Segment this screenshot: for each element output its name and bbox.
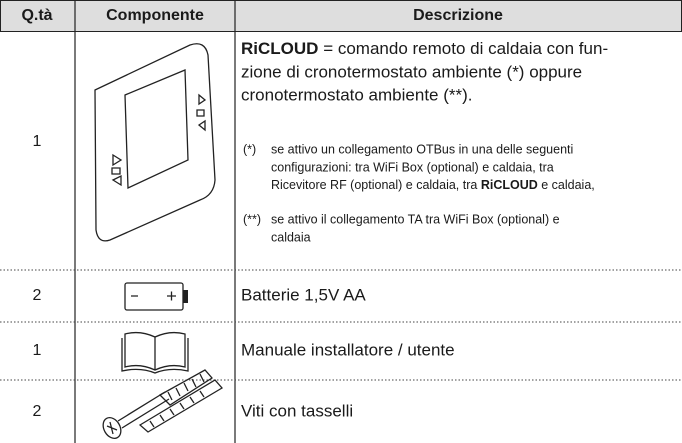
header-bg — [0, 0, 682, 32]
description-line: zione di cronotermostato ambiente (*) op… — [241, 62, 582, 81]
note-line: se attivo il collegamento TA tra WiFi Bo… — [271, 212, 560, 226]
description: Viti con tasselli — [241, 401, 353, 420]
header-cell: Descrizione — [413, 7, 503, 24]
qty: 1 — [33, 342, 42, 359]
header-cell: Componente — [106, 7, 204, 24]
manual-icon — [121, 331, 189, 374]
screw-icon — [102, 369, 224, 439]
note-marker: (**) — [243, 212, 261, 226]
description: Batterie 1,5V AA — [241, 285, 366, 304]
product-name: RiCLOUD — [241, 39, 318, 58]
thermostat-icon — [94, 43, 216, 242]
description: Manuale installatore / utente — [241, 340, 455, 359]
description-line: RiCLOUD = comando remoto di caldaia con … — [241, 39, 608, 58]
text-span: RiCLOUD — [481, 178, 538, 192]
qty: 1 — [33, 133, 42, 150]
qty: 2 — [33, 403, 42, 420]
note-line: configurazioni: tra WiFi Box (optional) … — [271, 160, 554, 174]
text-span: Ricevitore RF (optional) e caldaia, tra — [271, 178, 481, 192]
description-line: cronotermostato ambiente (**). — [241, 85, 473, 104]
text-span: e caldaia, — [538, 178, 595, 192]
note-line: caldaia — [271, 230, 311, 244]
note-line: Ricevitore RF (optional) e caldaia, tra … — [271, 178, 595, 192]
note-marker: (*) — [243, 142, 256, 156]
note-line: se attivo un collegamento OTBus in una d… — [271, 142, 573, 156]
battery-icon — [124, 282, 188, 311]
text-span: = comando remoto di caldaia con fun- — [323, 39, 608, 58]
header-cell: Q.tà — [21, 7, 52, 24]
qty: 2 — [33, 287, 42, 304]
